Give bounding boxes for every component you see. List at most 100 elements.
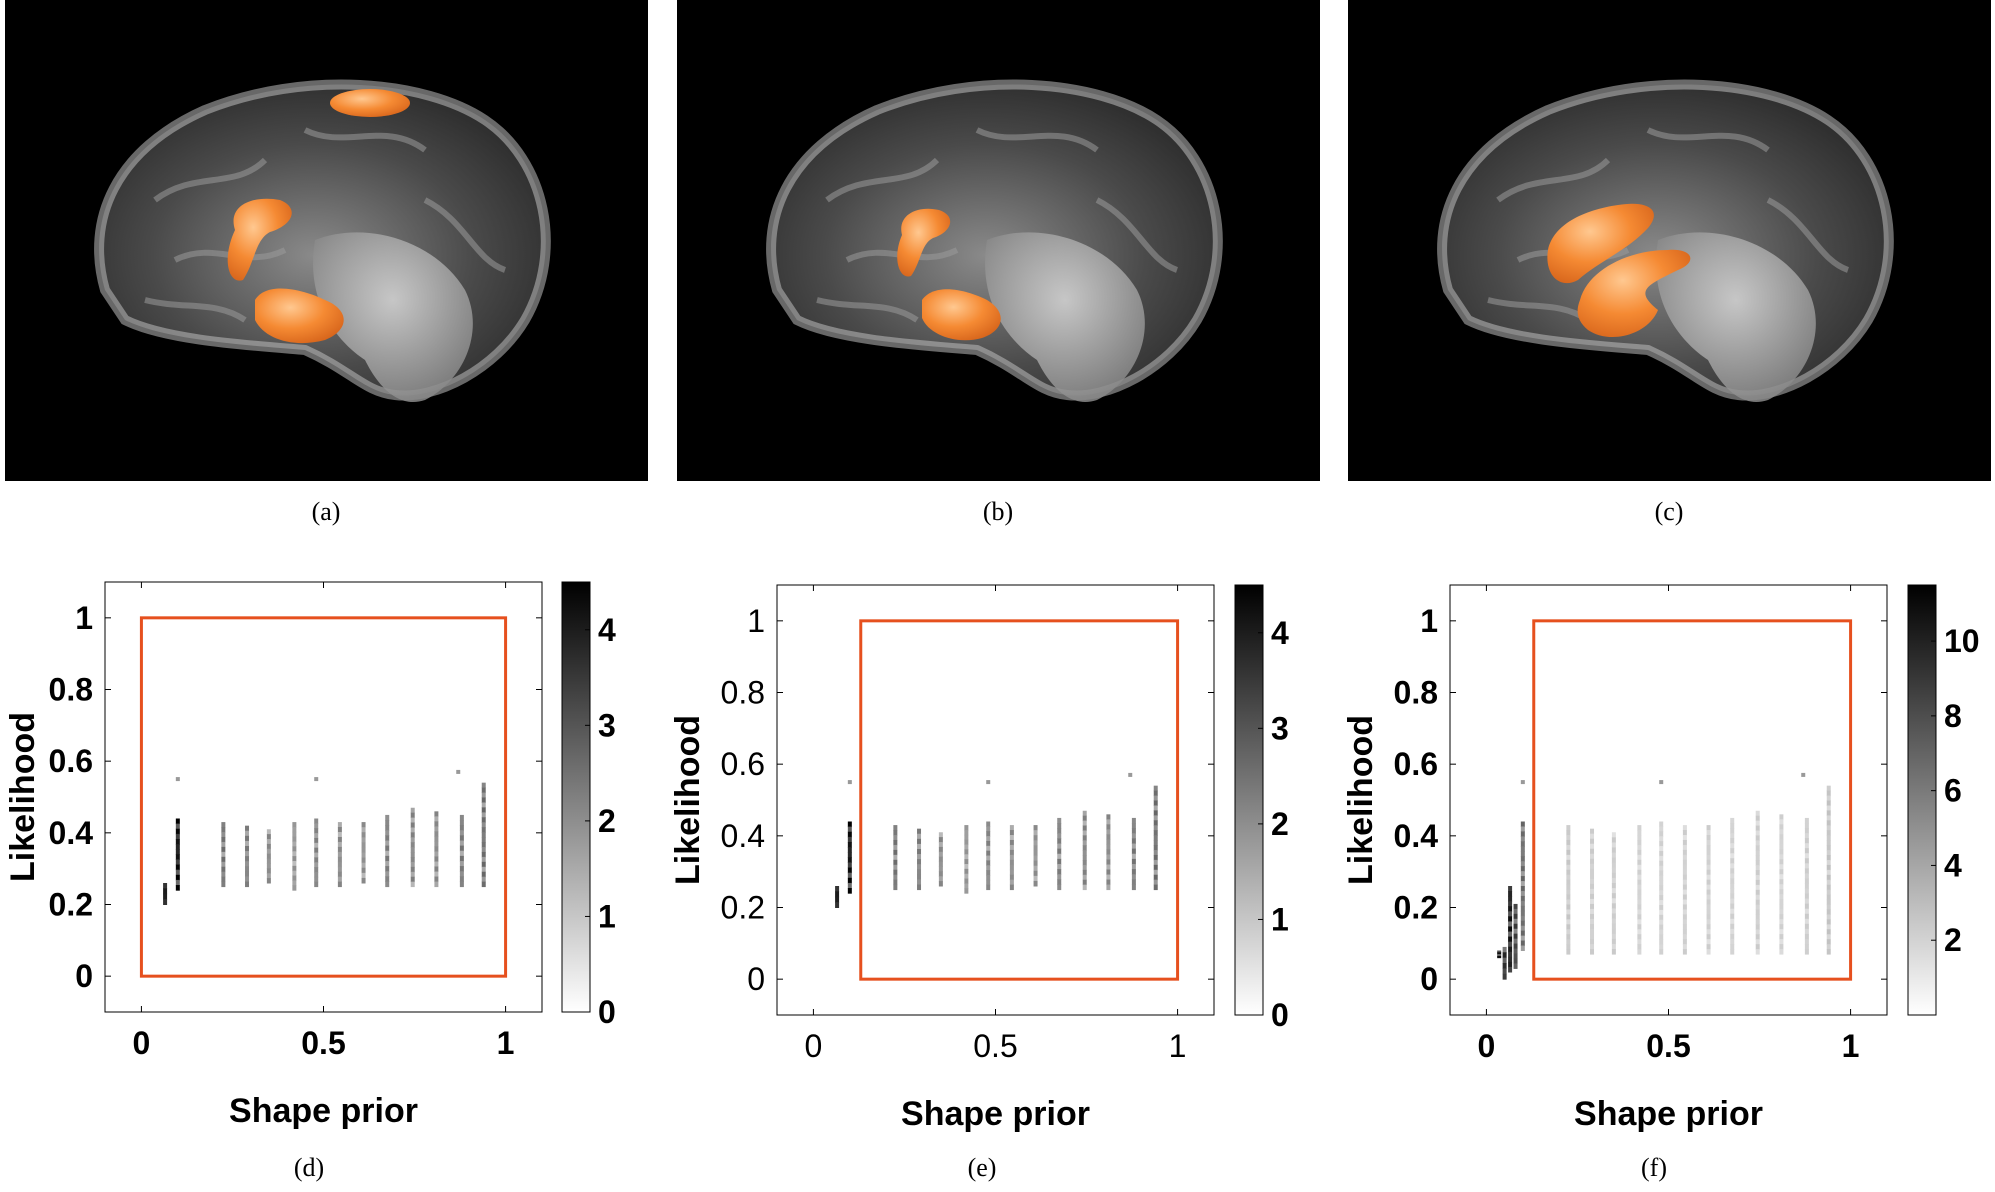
data-column [835,886,840,908]
data-column [1826,785,1831,955]
y-tick-label: 0.8 [721,675,765,711]
y-tick-label: 0 [75,958,93,994]
caption-e: (e) [967,1153,997,1182]
colorbar-tick-label: 10 [1944,623,1980,659]
data-column [1611,832,1616,955]
y-tick-label: 0 [1420,961,1438,997]
render-panel-a [5,0,648,481]
brain-render [94,79,551,402]
brain-render [766,79,1223,402]
roi-box [1532,619,1853,981]
x-axis-label: Shape prior [901,1095,1090,1133]
y-tick-label: 0.4 [49,815,94,851]
data-column [385,814,390,888]
render-panel-c [1348,0,1991,481]
y-axis-label: Likelihood [4,712,42,882]
colorbar-tick-label: 4 [598,612,616,648]
brainstem [985,232,1145,402]
roi-box [859,619,1180,981]
brainstem [1656,232,1816,402]
y-tick-label: 0.6 [1394,746,1438,782]
colorbar-tick-label: 4 [1944,847,1962,883]
brain-render [1437,79,1894,402]
data-column [1131,817,1136,891]
x-tick-label: 0 [805,1028,823,1064]
data-column [917,828,922,891]
data-point [175,777,180,782]
x-tick-label: 0.5 [301,1025,345,1061]
colorbar-tick-label: 2 [1944,922,1962,958]
data-column [410,807,415,888]
colorbar-tick-label: 3 [598,707,616,743]
y-tick-label: 0.4 [1394,818,1439,854]
data-column [1779,814,1784,955]
data-point [456,769,461,774]
x-tick-label: 0.5 [973,1028,1017,1064]
y-tick-label: 1 [747,603,765,639]
render-panel-b [677,0,1320,481]
y-tick-label: 0.2 [49,887,93,923]
data-column [1502,946,1507,980]
data-column [1706,825,1711,955]
x-tick-label: 1 [1842,1028,1860,1064]
y-tick-label: 0 [747,961,765,997]
x-tick-label: 0 [1478,1028,1496,1064]
roi-box [139,616,508,978]
data-column [1682,825,1687,955]
y-tick-label: 0.6 [49,743,93,779]
data-point [847,780,852,785]
colorbar-tick-label: 8 [1944,698,1962,734]
caption-d: (d) [293,1153,325,1182]
data-column [1730,817,1735,955]
data-column [964,825,969,894]
data-column [314,818,319,888]
colorbar [1234,584,1264,1016]
data-point [1801,772,1806,777]
colorbar-tick-label: 2 [598,803,616,839]
x-tick-label: 1 [497,1025,515,1061]
structure-lower [255,288,344,344]
brainstem [313,232,473,402]
x-tick-label: 0 [133,1025,151,1061]
caption-f: (f) [1641,1153,1667,1182]
colorbar-tick-label: 4 [1271,615,1289,651]
colorbar [1907,584,1937,1016]
caption-b: (b) [982,497,1014,526]
colorbar-tick-label: 0 [598,994,616,1030]
y-tick-label: 0.2 [721,890,765,926]
x-axis-label: Shape prior [229,1092,418,1130]
heatmap-chart: 0 0.5 1 0 0.2 0.4 0.6 0.8 1 Shape prior Likelihood… [669,584,1289,1133]
structure-lower [922,289,1001,341]
heatmap-chart: 0 0.5 1 0 0.2 0.4 0.6 0.8 1 Shape prior Likelihood… [4,581,616,1130]
data-column [1659,821,1664,955]
y-tick-label: 0.6 [721,746,765,782]
structure-middle [897,208,951,277]
data-column [847,821,852,894]
data-point [1128,772,1133,777]
data-column [292,822,297,891]
data-column [245,825,250,888]
data-column [1590,828,1595,955]
y-tick-label: 0.4 [721,818,765,854]
y-tick-label: 0.8 [49,672,93,708]
data-column [175,818,180,891]
structure-top [330,89,410,117]
data-column [1082,810,1087,891]
y-axis-label: Likelihood [669,715,707,885]
data-column [1637,825,1642,955]
structure-middle [227,198,292,281]
heatmap-f: 0 0.5 1 0 0.2 0.4 0.6 0.8 1 Shape prior Likelihood… [1338,570,1995,1133]
colorbar-tick-label: 1 [598,898,616,934]
colorbar-tick-label: 3 [1271,710,1289,746]
x-axis-label: Shape prior [1574,1095,1763,1133]
colorbar-tick-label: 2 [1271,806,1289,842]
data-column [434,811,439,888]
colorbar-tick-label: 0 [1271,997,1289,1033]
structure-large-lower [1577,249,1691,338]
data-column [337,822,342,888]
data-column [221,822,226,888]
data-point [986,780,991,785]
data-column [481,782,486,888]
data-point [314,777,319,782]
data-column [1804,817,1809,955]
